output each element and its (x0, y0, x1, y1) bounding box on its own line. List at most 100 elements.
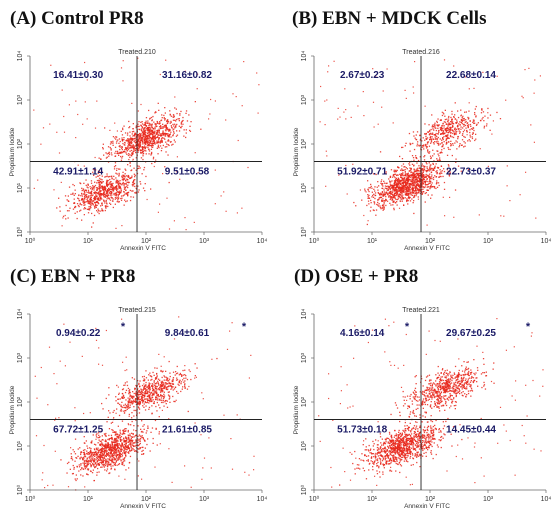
data-point (144, 447, 146, 449)
data-point (394, 184, 396, 186)
data-point (118, 458, 120, 460)
data-point (433, 126, 435, 128)
data-point (87, 196, 90, 198)
data-point (447, 170, 449, 172)
data-point (397, 180, 399, 182)
data-point (138, 146, 140, 148)
data-point (87, 199, 89, 202)
data-point (127, 387, 130, 390)
data-point (122, 175, 125, 177)
data-point (141, 436, 144, 439)
data-point (143, 388, 145, 390)
data-point (112, 200, 114, 202)
data-point (113, 178, 115, 181)
data-point (393, 200, 395, 202)
data-point (157, 134, 159, 137)
data-point (76, 478, 78, 480)
y-tick-label: 10³ (17, 94, 24, 105)
data-point (135, 390, 137, 393)
data-point (160, 141, 162, 143)
data-point (408, 193, 410, 195)
data-point (98, 463, 100, 466)
data-point (370, 199, 372, 202)
data-point (132, 139, 134, 141)
data-point (395, 191, 398, 193)
data-point (116, 130, 118, 132)
data-point (141, 136, 143, 139)
data-point (114, 192, 116, 195)
data-point (139, 442, 141, 445)
data-point (126, 193, 128, 195)
data-point (121, 392, 124, 395)
data-point (338, 174, 340, 176)
data-point (131, 417, 133, 419)
data-point (394, 190, 396, 192)
data-point (436, 124, 438, 126)
data-point (82, 462, 84, 464)
data-point (89, 455, 91, 457)
data-point (153, 131, 156, 133)
data-point (105, 462, 107, 464)
data-point (98, 450, 100, 452)
data-point (424, 186, 426, 188)
data-point (157, 130, 159, 132)
data-point (469, 134, 471, 136)
data-point (157, 395, 159, 397)
data-point (156, 372, 158, 375)
data-point (184, 70, 186, 72)
data-point (135, 439, 137, 441)
data-point (183, 129, 185, 131)
data-point (167, 122, 169, 124)
data-point (107, 194, 110, 197)
data-point (141, 420, 143, 422)
data-point (116, 180, 119, 182)
data-point (428, 133, 430, 136)
data-point (445, 129, 448, 131)
data-point (114, 122, 116, 124)
data-point (130, 441, 132, 443)
data-point (175, 108, 177, 110)
data-point (443, 147, 445, 150)
data-point (146, 198, 148, 201)
data-point (452, 143, 454, 145)
data-point (403, 182, 406, 184)
data-point (422, 188, 424, 190)
data-point (117, 459, 119, 461)
data-point (117, 398, 119, 400)
data-point (90, 188, 92, 190)
data-point (149, 137, 152, 139)
data-point (431, 136, 433, 138)
data-point (103, 450, 105, 452)
data-point (66, 462, 69, 465)
data-point (148, 130, 151, 132)
data-point (189, 129, 191, 132)
data-point (134, 185, 136, 188)
data-point (101, 443, 103, 445)
data-point (450, 143, 452, 145)
data-point (98, 203, 100, 205)
data-point (132, 152, 134, 154)
data-point (444, 109, 446, 111)
data-point (119, 457, 121, 459)
data-point (94, 453, 96, 455)
data-point (442, 132, 444, 134)
data-point (475, 115, 477, 117)
data-point (369, 187, 371, 189)
data-point (405, 194, 407, 196)
data-point (413, 173, 416, 175)
data-point (435, 171, 437, 173)
data-point (184, 384, 186, 386)
data-point (97, 447, 99, 449)
data-point (113, 192, 115, 195)
data-point (173, 115, 175, 117)
data-point (103, 456, 105, 458)
data-point (430, 142, 432, 144)
data-point (460, 109, 462, 111)
data-point (141, 121, 143, 123)
data-point (175, 135, 178, 137)
data-point (120, 444, 122, 446)
data-point (113, 463, 116, 466)
data-point (382, 205, 384, 207)
data-point (413, 171, 415, 173)
data-point (174, 96, 176, 98)
